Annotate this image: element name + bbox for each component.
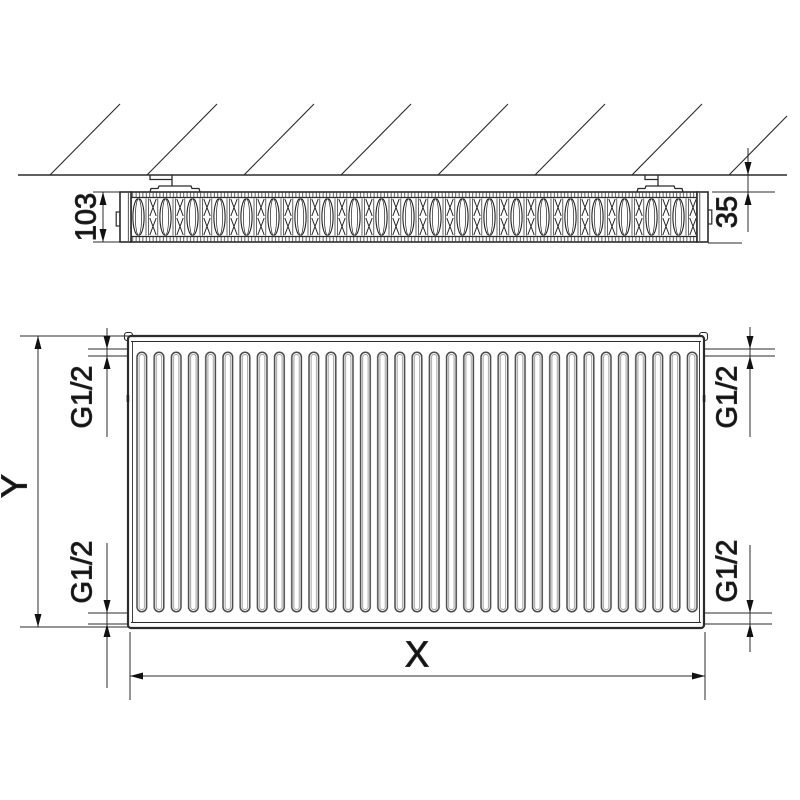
front-fins <box>135 351 699 613</box>
connection-stubs <box>88 348 775 625</box>
dimension-depth-103: 103 <box>70 191 120 243</box>
end-cap-right <box>696 191 709 243</box>
connection-label-bottom-left: G1/2 <box>67 541 99 604</box>
dimension-wall-distance-35: 35 <box>708 148 775 244</box>
dimension-connection-bottom-right: G1/2 <box>711 539 754 652</box>
end-cap-left <box>119 191 132 243</box>
dimension-height-y: Y <box>0 335 129 628</box>
weld-mark-right <box>702 395 706 402</box>
dimension-connection-top-left: G1/2 <box>66 328 111 437</box>
height-dim-label: Y <box>0 474 35 498</box>
dimension-connection-bottom-left: G1/2 <box>66 540 111 688</box>
connection-label-top-right: G1/2 <box>712 366 744 429</box>
wall-bracket-left <box>149 175 201 193</box>
front-view: Y X G1/2 G1/2 <box>0 327 775 700</box>
weld-mark-left <box>126 395 130 402</box>
dimension-width-x: X <box>129 632 706 700</box>
wall-hatching <box>18 103 788 176</box>
width-dim-label: X <box>405 634 429 675</box>
connection-label-bottom-right: G1/2 <box>712 540 744 603</box>
wall-bracket-right <box>636 175 684 193</box>
top-section-view: 103 35 <box>18 103 788 244</box>
radiator-section-body <box>115 191 713 243</box>
depth-dim-label: 103 <box>71 193 103 241</box>
dimension-connection-top-right: G1/2 <box>711 327 754 437</box>
connection-label-top-left: G1/2 <box>67 366 99 429</box>
radiator-front-panel <box>126 334 706 630</box>
wall-distance-dim-label: 35 <box>712 196 744 228</box>
